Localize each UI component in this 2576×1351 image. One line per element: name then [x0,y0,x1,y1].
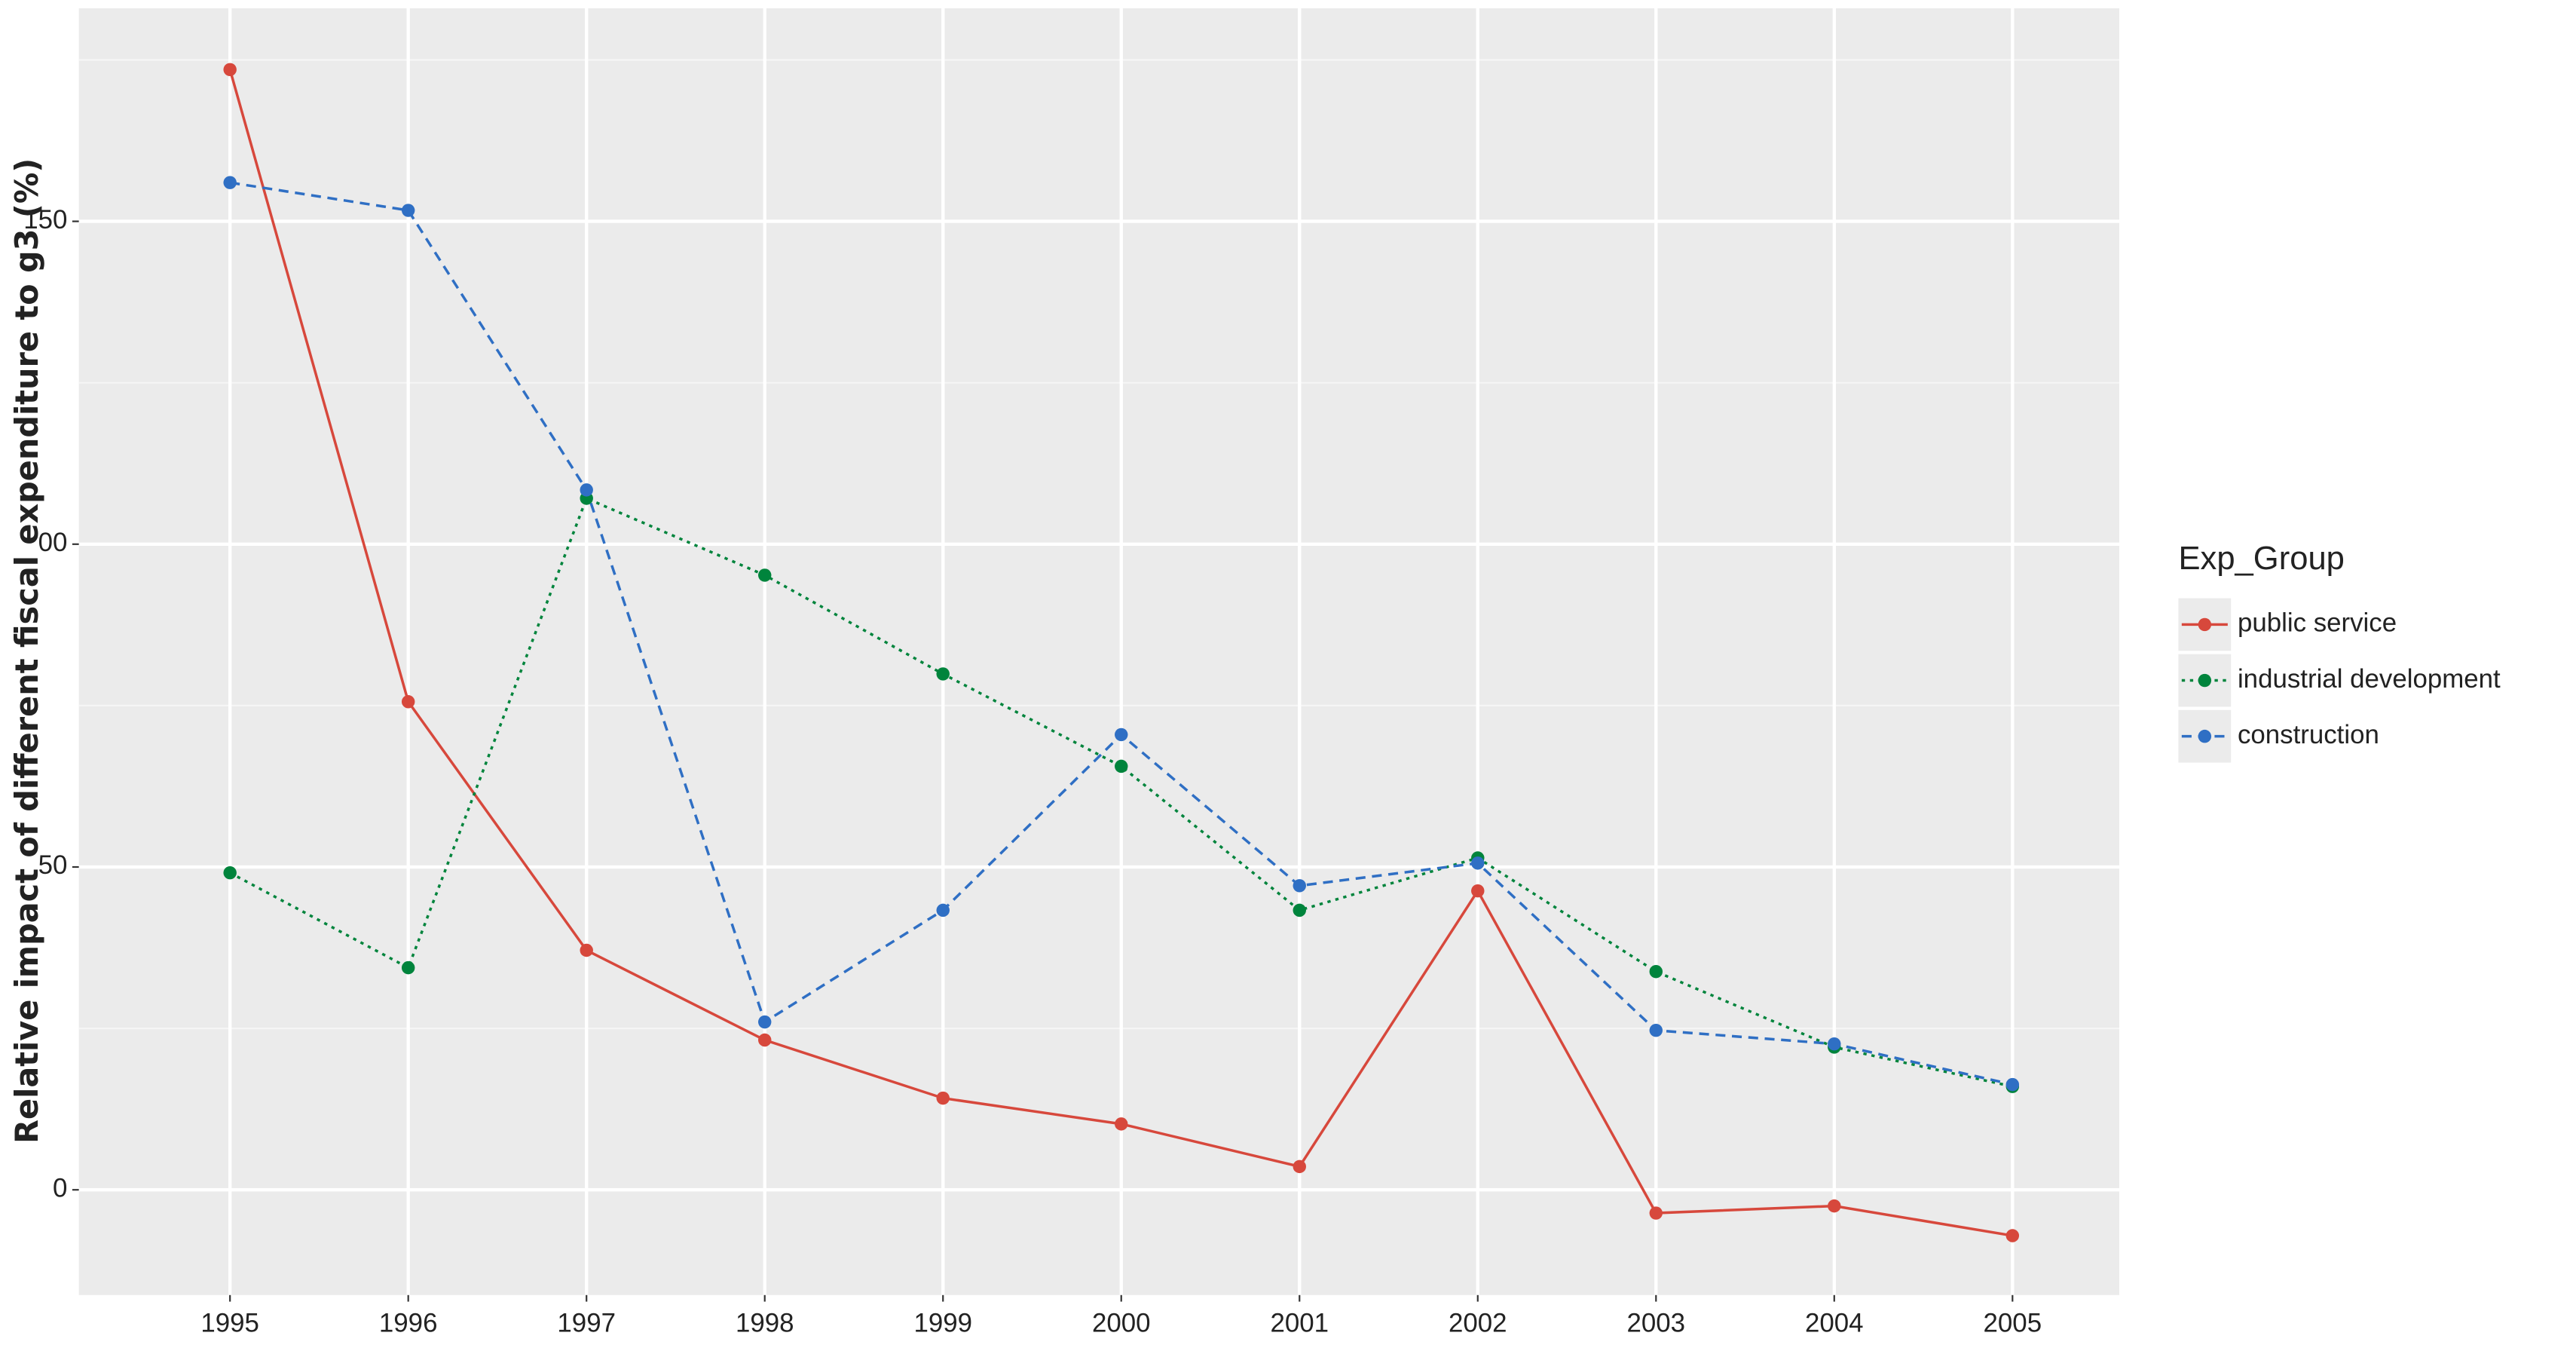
data-point [580,483,593,497]
x-tick-label: 1995 [200,1308,259,1337]
data-point [223,176,237,189]
data-point [936,667,950,681]
data-point [1828,1037,1841,1051]
data-point [1828,1199,1841,1213]
x-tick-label: 2002 [1449,1308,1507,1337]
data-point [401,695,415,709]
legend-point [2198,617,2212,632]
y-axis-label: Relative impact of different fiscal expe… [9,158,45,1144]
y-tick-label: 0 [53,1173,67,1202]
data-point [1471,856,1485,870]
legend-label: public service [2238,608,2397,638]
series-line [229,496,2013,1088]
x-tick-label: 1996 [379,1308,438,1337]
x-tick-label: 2003 [1627,1308,1686,1337]
data-point [1293,879,1306,893]
data-point [1649,1206,1663,1220]
x-tick-label: 2001 [1270,1308,1329,1337]
data-point [936,903,950,918]
data-point [757,568,772,582]
legend-label: construction [2238,720,2379,749]
data-point [223,63,237,77]
data-point [1293,1160,1306,1174]
x-tick-label: 1997 [557,1308,616,1337]
data-point [757,1033,772,1047]
x-tick-label: 2005 [1984,1308,2042,1337]
data-point [1293,903,1306,918]
data-point [401,204,415,217]
y-tick-label: 00 [38,528,68,557]
data-point [1115,1117,1128,1131]
legend-point [2198,729,2212,743]
data-point [1649,1023,1663,1037]
data-point [2005,1077,2020,1092]
data-point [1471,884,1485,898]
data-point [580,943,593,957]
data-point [757,1015,772,1029]
data-point [1649,965,1663,979]
y-tick-label: 150 [23,205,67,234]
x-tick-label: 2000 [1092,1308,1151,1337]
data-point [936,1091,950,1105]
data-point [1115,759,1128,774]
x-tick-label: 1999 [913,1308,972,1337]
data-point [223,865,237,880]
data-point [1115,728,1128,742]
legend-label: industrial development [2238,664,2501,694]
legend-title: Exp_Group [2178,541,2344,577]
data-point [401,960,415,975]
y-tick-label: 50 [38,850,68,880]
x-tick-label: 1998 [736,1308,794,1337]
legend-point [2198,673,2212,688]
x-tick-label: 2004 [1805,1308,1864,1337]
data-point [2005,1229,2020,1242]
panel [78,8,2120,1295]
